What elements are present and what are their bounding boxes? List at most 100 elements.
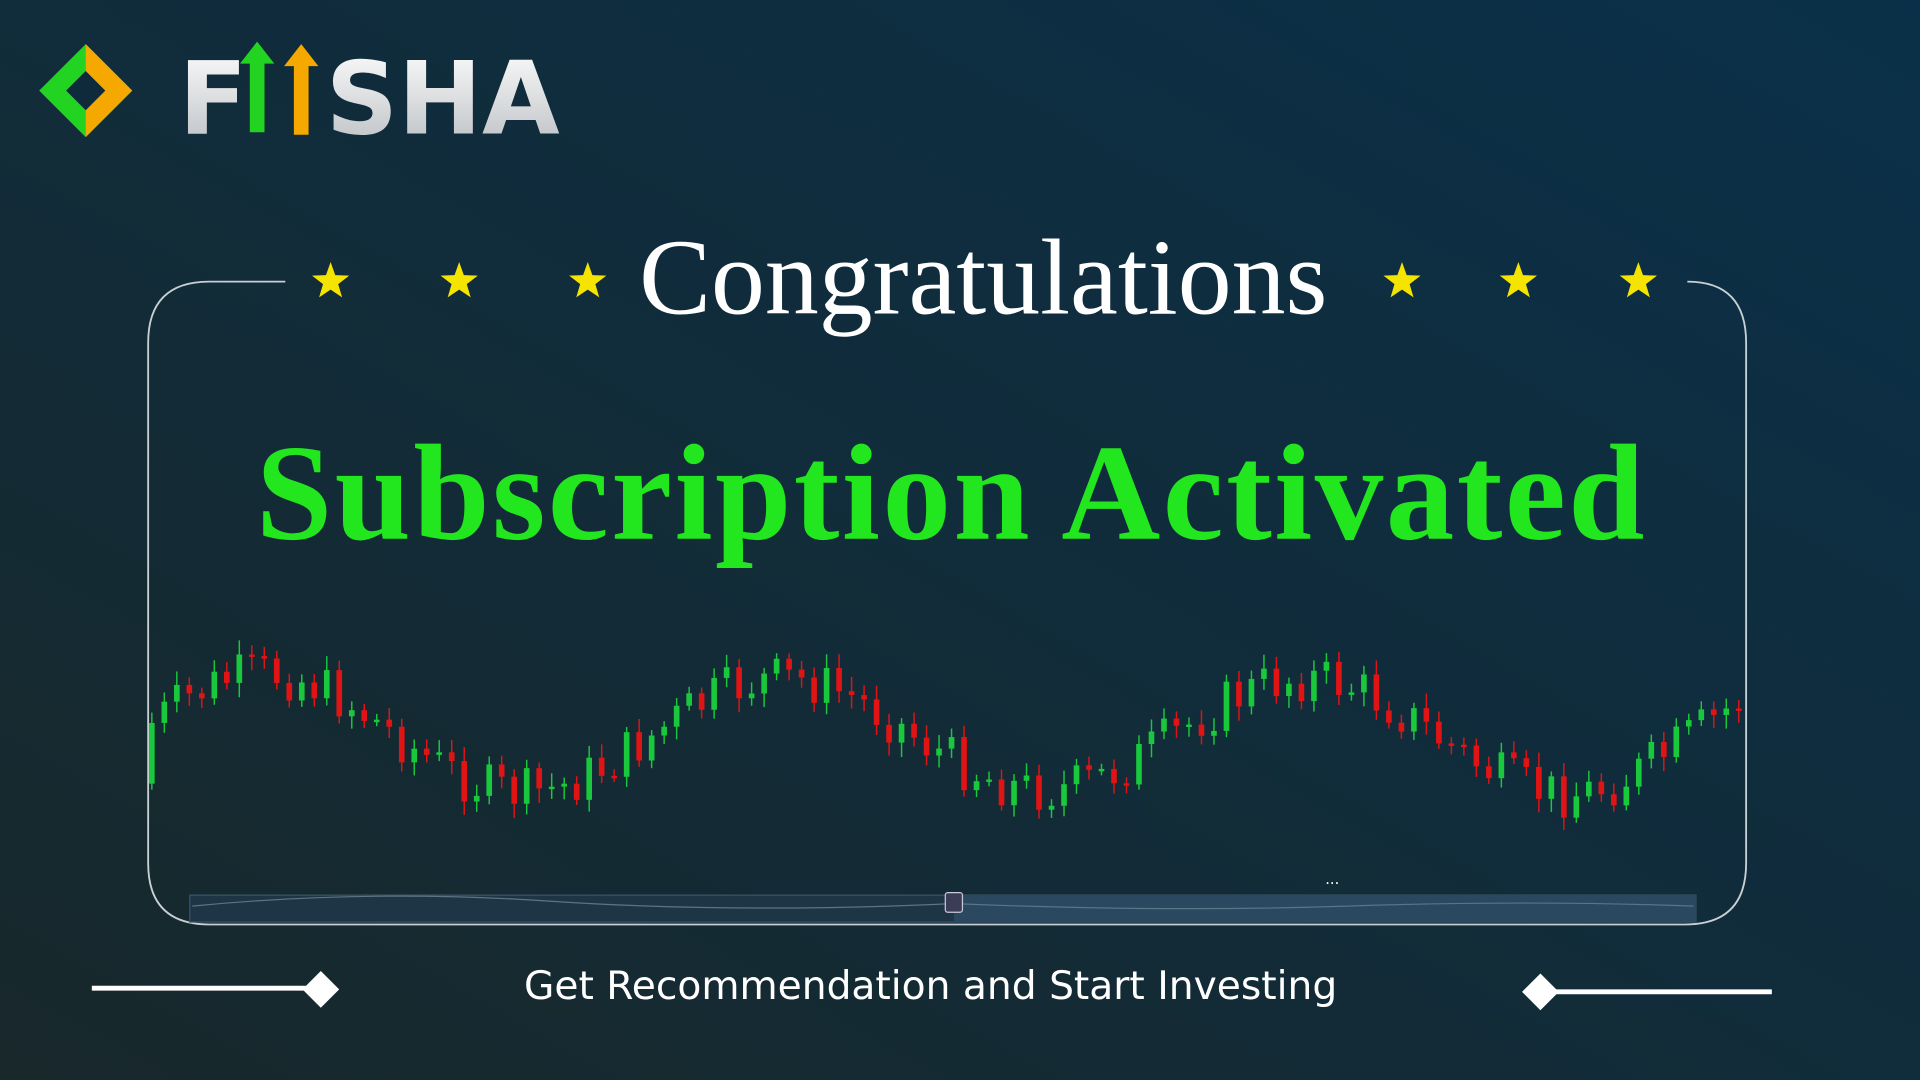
candle-body [1523, 758, 1530, 767]
candle-body [536, 768, 543, 789]
right-diamond [1522, 973, 1559, 1011]
candle-body [461, 761, 468, 802]
candle-body [1311, 670, 1317, 702]
candle-body [186, 684, 193, 694]
candle-body [898, 723, 905, 743]
tagline: Get Recommendation and Start Investing [524, 964, 1337, 1009]
candle-body [1498, 752, 1505, 779]
candle-body [961, 737, 967, 791]
candle-body [398, 726, 405, 763]
candle-body [1423, 708, 1430, 722]
candle-body [1198, 724, 1205, 736]
candle-body [1161, 718, 1167, 732]
candle-body [711, 677, 717, 710]
candle-body [298, 682, 305, 701]
candle-body [1398, 722, 1405, 732]
candle-body [1673, 726, 1680, 758]
candle-body [1036, 775, 1042, 810]
star [569, 262, 607, 298]
candle-body [1111, 768, 1117, 784]
candle-body [1211, 730, 1217, 736]
candle-body [611, 775, 617, 779]
candle-body [199, 693, 205, 699]
candle-body [1660, 741, 1667, 758]
candle-body [1373, 674, 1380, 711]
candle-body [1286, 683, 1292, 697]
candle-body [323, 670, 330, 699]
candle-body [1461, 744, 1467, 748]
candle-body [661, 726, 667, 736]
candle-body [1223, 681, 1230, 731]
candle-body [1598, 781, 1605, 795]
scroll-handle [944, 892, 964, 913]
candle-body [236, 654, 243, 683]
candle-body [648, 735, 655, 761]
candle-body [1248, 678, 1255, 707]
candle-body [986, 779, 992, 782]
candle-body [498, 764, 505, 777]
candle-body [1048, 805, 1055, 810]
logo-icon-right [85, 44, 133, 138]
candle-body [861, 695, 867, 700]
candle-body [998, 779, 1005, 806]
candle-body [1548, 776, 1555, 799]
star [1619, 262, 1657, 298]
candle-body [1411, 708, 1417, 732]
candle-body [1611, 794, 1617, 806]
logo-arrow-up [240, 41, 275, 133]
scrollbar: ... [189, 871, 1697, 923]
candle-body [511, 776, 518, 804]
candle-body [273, 658, 280, 683]
candle-body [848, 691, 855, 696]
candle-body [786, 658, 792, 670]
candle-body [1573, 796, 1580, 818]
candle-body [1386, 710, 1392, 723]
frame [147, 280, 1748, 926]
candle-body [1273, 668, 1280, 697]
candle-body [773, 658, 780, 674]
candle-body [1586, 781, 1592, 797]
candle-body [448, 752, 455, 762]
candle-body [336, 670, 343, 717]
candle-body [548, 786, 555, 790]
candle-body [623, 732, 630, 777]
scroll-window [953, 895, 1696, 923]
candle-body [798, 669, 805, 678]
candle-body [1261, 668, 1267, 679]
candle-body [1136, 744, 1142, 785]
star [312, 262, 350, 298]
candle-body [911, 723, 917, 738]
candle-body [1098, 768, 1105, 772]
candle-body [486, 764, 493, 796]
candle-body [473, 795, 480, 802]
candle-body [286, 682, 293, 701]
candle-body [248, 654, 255, 657]
candle-body [174, 684, 180, 702]
candle-body [348, 710, 355, 717]
candle-body [1486, 766, 1492, 779]
headline: Subscription Activated [256, 417, 1647, 569]
candle-body [573, 783, 580, 800]
candle-body [736, 667, 742, 699]
candle-body [311, 682, 318, 699]
candle-body [373, 719, 380, 723]
candle-body [1623, 786, 1630, 806]
logo-arrow [284, 44, 319, 135]
logo: F SHA [39, 40, 560, 157]
candle-body [973, 781, 980, 791]
candle-body [1436, 721, 1442, 744]
stars [312, 262, 1657, 298]
candle-body [1648, 741, 1655, 759]
candle-body [1635, 758, 1642, 787]
candle-body [1685, 720, 1692, 727]
title: Congratulations [639, 218, 1327, 337]
candle-body [873, 699, 880, 725]
candle-body [1298, 683, 1305, 702]
candlestick-decoration [149, 640, 1742, 830]
candle-body [211, 671, 218, 699]
candle-body [1073, 765, 1080, 785]
scroll-dots: ... [1325, 871, 1339, 888]
candle-body [223, 671, 230, 683]
